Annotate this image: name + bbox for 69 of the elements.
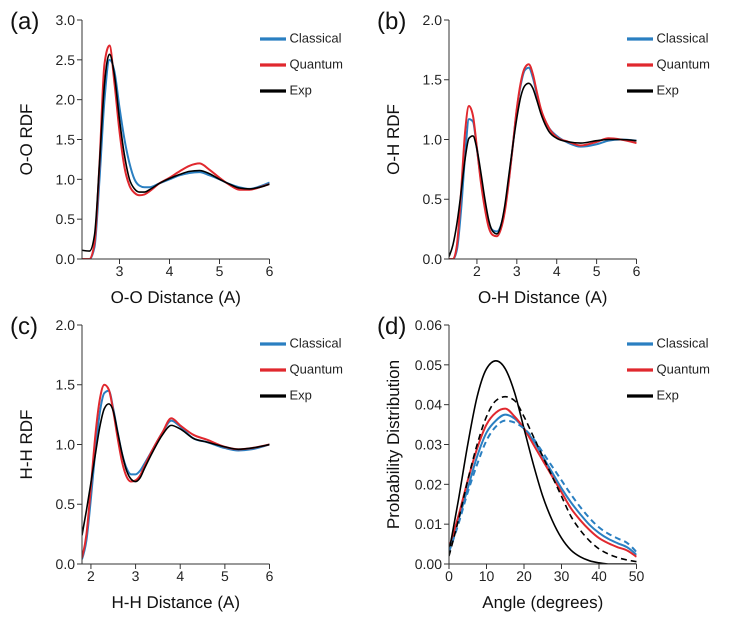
chart-title: (d) (377, 313, 406, 341)
legend-label: Quantum (290, 56, 343, 72)
x-axis-title: Angle (degrees) (482, 593, 604, 612)
x-tick-label: 0 (445, 568, 454, 584)
legend-label: Quantum (290, 361, 343, 376)
y-tick-label: 3.0 (56, 12, 76, 28)
x-tick-label: 4 (552, 262, 561, 279)
line-series (82, 403, 270, 536)
x-tick-label: 3 (512, 262, 521, 279)
y-tick-label: 0.0 (422, 250, 442, 267)
legend-label: Classical (290, 335, 342, 350)
y-tick-label: 0.0 (56, 556, 76, 572)
y-tick-label: 1.5 (422, 72, 442, 88)
legend-label: Quantum (656, 361, 710, 376)
x-tick-label: 30 (554, 568, 570, 584)
legend-label: Exp (290, 387, 312, 402)
y-tick-label: 0.01 (414, 516, 442, 532)
x-tick-label: 20 (516, 568, 532, 584)
y-tick-label: 1.0 (56, 436, 76, 452)
x-tick-label: 4 (176, 568, 184, 584)
x-tick-label: 5 (220, 568, 229, 584)
x-axis-title: O-O Distance (A) (110, 288, 241, 307)
x-tick-label: 5 (592, 262, 601, 279)
x-tick-label: 3 (116, 262, 124, 279)
legend-label: Quantum (656, 56, 710, 72)
x-tick-label: 6 (632, 262, 641, 279)
y-tick-label: 0.0 (56, 250, 76, 267)
y-tick-label: 0.06 (414, 316, 442, 333)
x-tick-label: 5 (216, 262, 224, 279)
y-tick-label: 1.0 (422, 131, 442, 148)
chart-title: (b) (377, 8, 406, 36)
legend-label: Classical (656, 30, 709, 46)
y-tick-label: 2.0 (56, 92, 76, 108)
x-tick-label: 3 (132, 568, 140, 584)
y-tick-label: 0.00 (414, 556, 442, 572)
x-tick-label: 10 (478, 568, 494, 584)
x-tick-label: 4 (166, 262, 174, 279)
x-tick-label: 50 (628, 568, 645, 584)
y-tick-label: 0.5 (56, 211, 76, 228)
legend-label: Classical (290, 30, 342, 46)
x-tick-label: 40 (591, 568, 608, 584)
y-axis-title: Probability Distribution (384, 360, 404, 530)
y-tick-label: 0.5 (422, 191, 442, 208)
y-tick-label: 2.0 (56, 316, 76, 333)
y-tick-label: 0.5 (56, 496, 76, 512)
y-tick-label: 1.0 (56, 171, 76, 188)
x-axis-title: H-H Distance (A) (112, 593, 240, 612)
legend-label: Exp (290, 82, 312, 98)
x-tick-label: 6 (266, 568, 274, 584)
legend-label: Classical (656, 335, 709, 350)
x-tick-label: 6 (266, 262, 274, 279)
y-axis-title: H-H RDF (17, 410, 36, 480)
y-tick-label: 0.05 (414, 356, 442, 373)
y-tick-label: 2.5 (56, 52, 76, 68)
legend-label: Exp (656, 387, 679, 402)
legend-label: Exp (656, 82, 679, 98)
chart-title: (c) (10, 313, 38, 341)
x-tick-label: 2 (87, 568, 96, 584)
x-tick-label: 2 (473, 262, 482, 279)
y-tick-label: 1.5 (56, 376, 76, 393)
chart-title: (a) (10, 8, 40, 36)
y-axis-title: O-H RDF (384, 104, 404, 175)
y-tick-label: 2.0 (422, 12, 442, 28)
y-tick-label: 0.03 (414, 436, 442, 452)
y-tick-label: 0.04 (414, 396, 442, 413)
y-axis-title: O-O RDF (17, 104, 36, 176)
y-tick-label: 0.02 (414, 476, 442, 492)
y-tick-label: 1.5 (56, 131, 76, 148)
x-axis-title: O-H Distance (A) (478, 288, 608, 307)
